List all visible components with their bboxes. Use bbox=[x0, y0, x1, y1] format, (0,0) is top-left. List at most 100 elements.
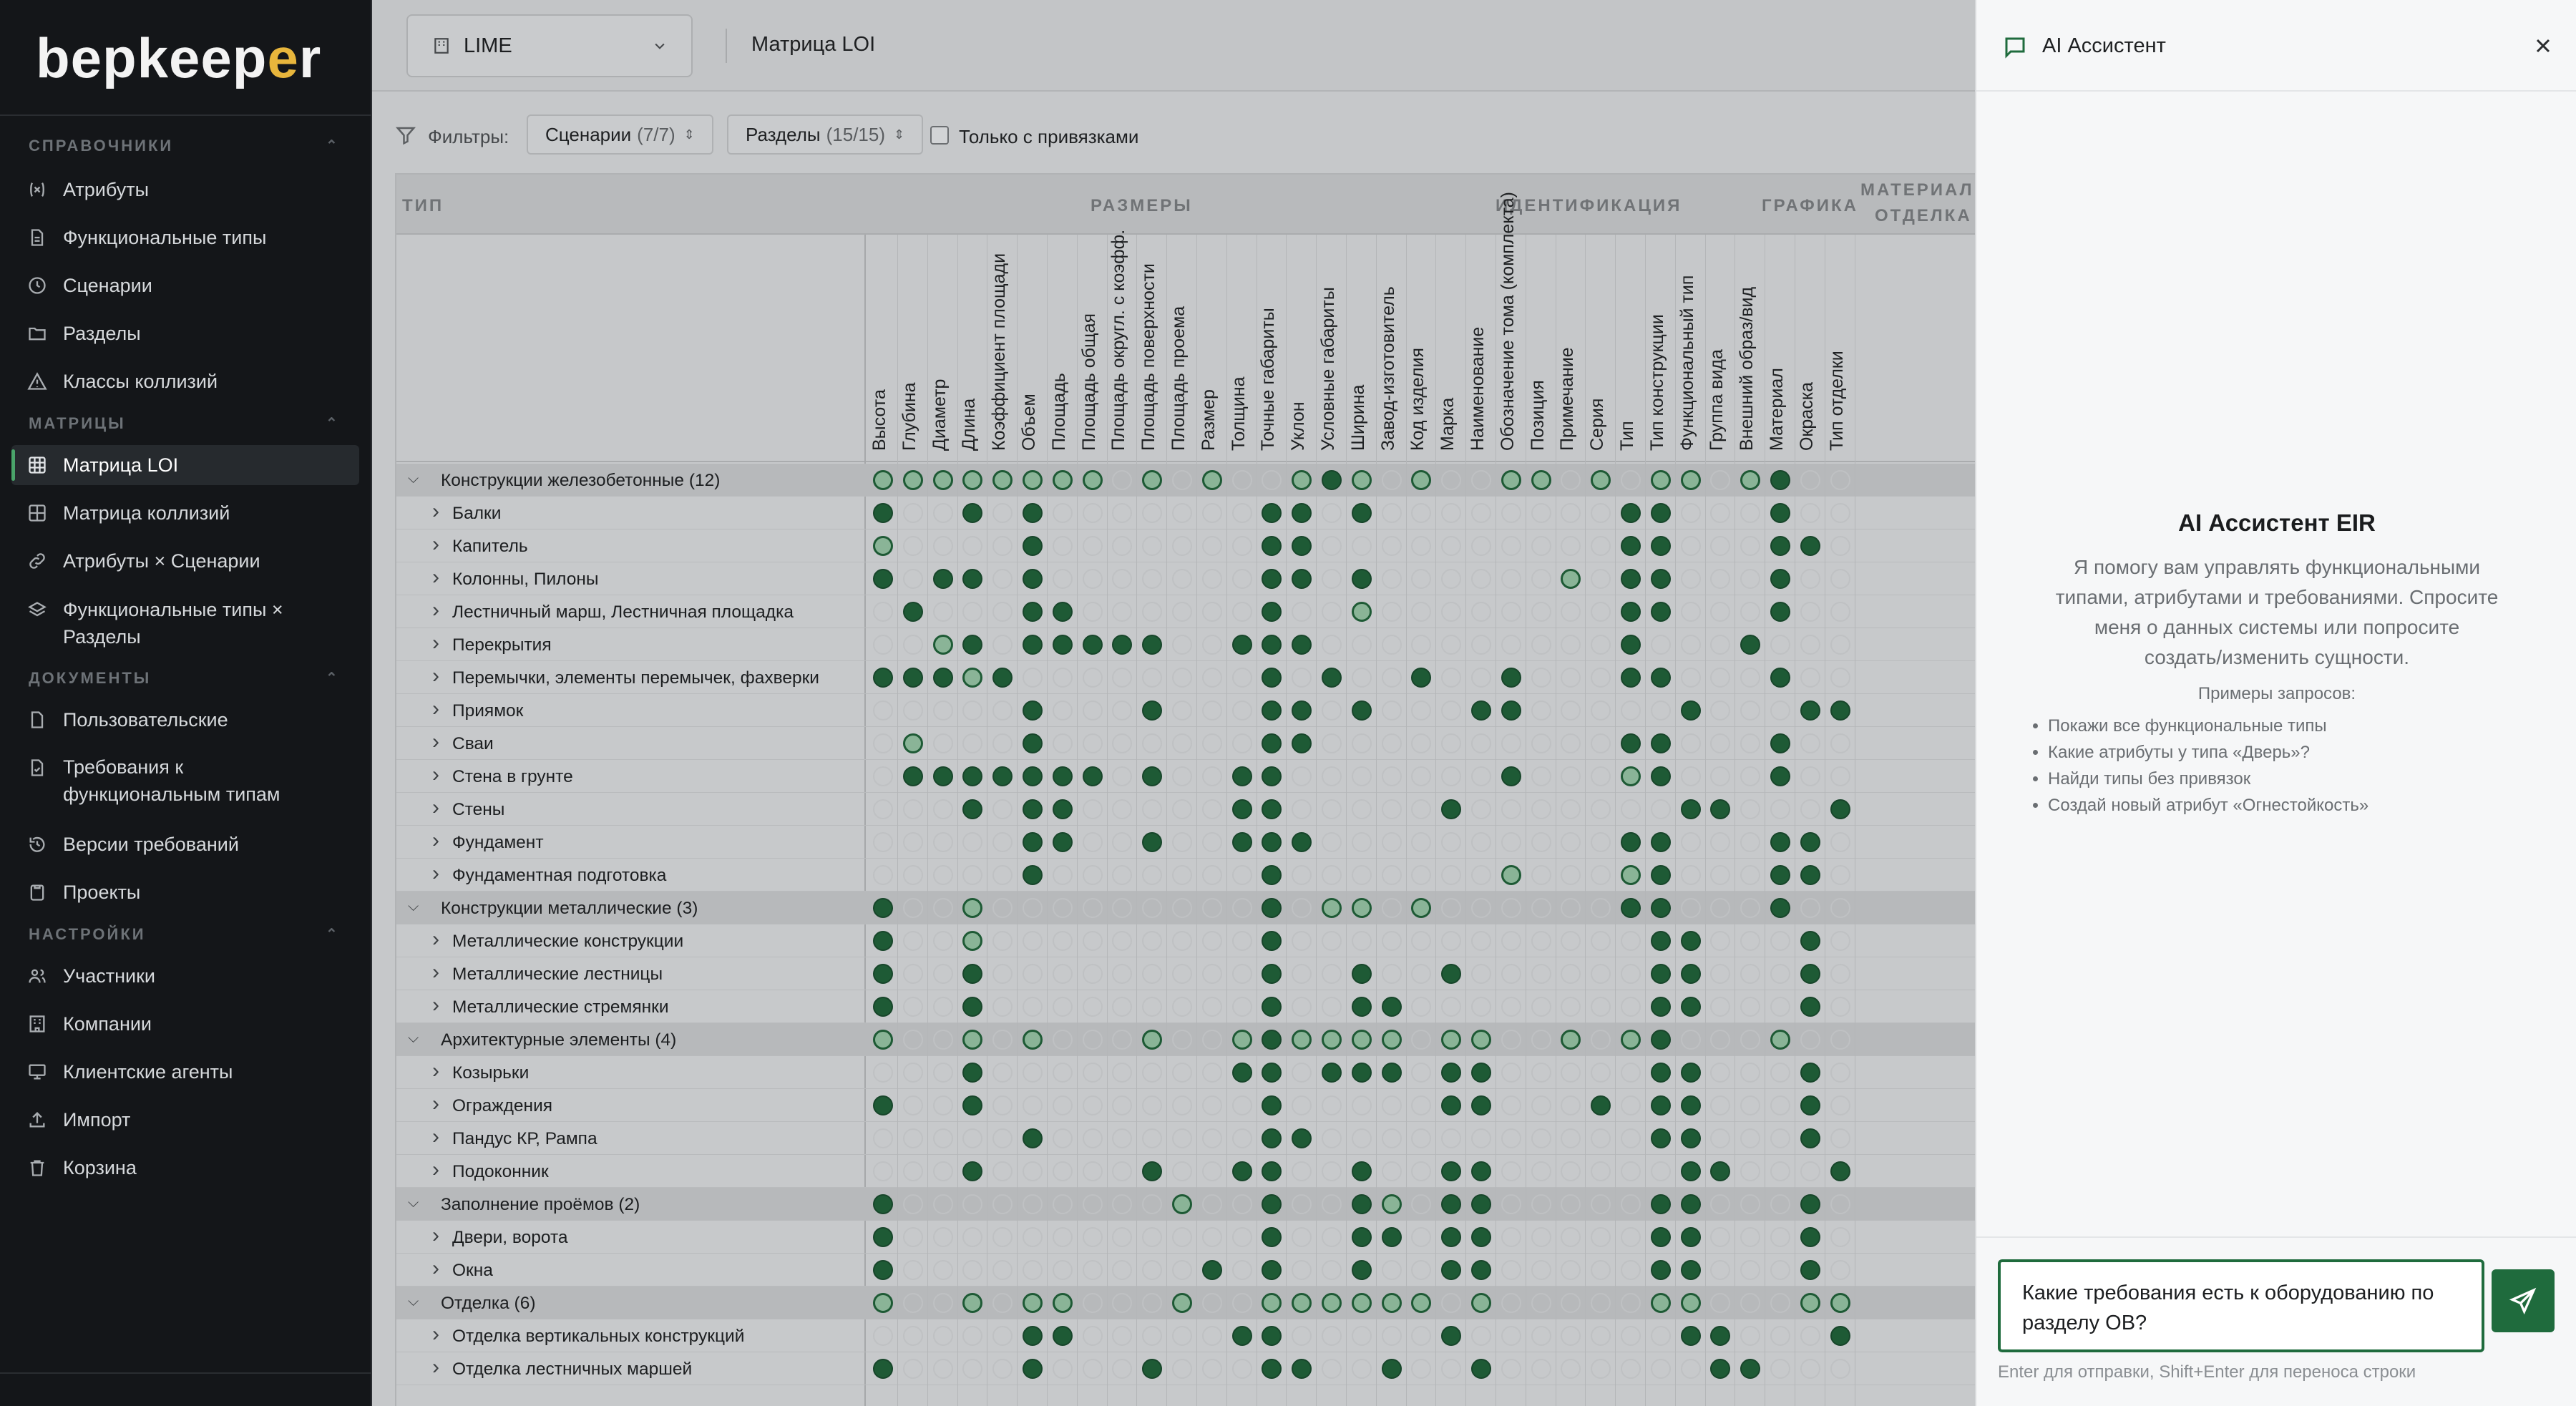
loi-cell[interactable] bbox=[1531, 1293, 1551, 1313]
loi-cell[interactable] bbox=[992, 1161, 1013, 1181]
loi-cell[interactable] bbox=[1053, 898, 1073, 918]
loi-cell[interactable] bbox=[1770, 931, 1790, 951]
loi-cell[interactable] bbox=[962, 898, 982, 918]
loi-cell[interactable] bbox=[1352, 1161, 1372, 1181]
loi-cell[interactable] bbox=[1322, 700, 1342, 721]
loi-cell[interactable] bbox=[1352, 832, 1372, 852]
loi-cell[interactable] bbox=[1710, 1326, 1730, 1346]
chevron-right-icon[interactable]: › bbox=[432, 1224, 439, 1247]
loi-cell[interactable] bbox=[1232, 1227, 1252, 1247]
loi-cell[interactable] bbox=[1112, 865, 1132, 885]
loi-cell[interactable] bbox=[1710, 1194, 1730, 1214]
loi-cell[interactable] bbox=[1262, 1260, 1282, 1280]
loi-cell[interactable] bbox=[1292, 964, 1312, 984]
loi-cell[interactable] bbox=[1800, 1359, 1820, 1379]
loi-cell[interactable] bbox=[1800, 997, 1820, 1017]
loi-cell[interactable] bbox=[1262, 668, 1282, 688]
loi-cell[interactable] bbox=[1561, 964, 1581, 984]
chevron-down-icon[interactable]: ⌵ bbox=[408, 1030, 419, 1046]
loi-cell[interactable] bbox=[1172, 700, 1192, 721]
loi-cell[interactable] bbox=[1740, 602, 1760, 622]
loi-cell[interactable] bbox=[1352, 1128, 1372, 1148]
loi-cell[interactable] bbox=[1710, 700, 1730, 721]
loi-cell[interactable] bbox=[1202, 1194, 1222, 1214]
loi-cell[interactable] bbox=[1411, 503, 1431, 523]
loi-cell[interactable] bbox=[1352, 997, 1372, 1017]
loi-cell[interactable] bbox=[1023, 569, 1043, 589]
loi-cell[interactable] bbox=[1172, 766, 1192, 786]
loi-cell[interactable] bbox=[1352, 1194, 1372, 1214]
section-reference[interactable]: СПРАВОЧНИКИ ⌃ bbox=[29, 137, 340, 155]
loi-cell[interactable] bbox=[962, 1128, 982, 1148]
chevron-up-icon[interactable]: ⌃ bbox=[326, 927, 340, 942]
loi-cell[interactable] bbox=[933, 931, 953, 951]
loi-cell[interactable] bbox=[1172, 898, 1192, 918]
loi-cell[interactable] bbox=[1591, 1161, 1611, 1181]
loi-cell[interactable] bbox=[1770, 1030, 1790, 1050]
loi-cell[interactable] bbox=[992, 1030, 1013, 1050]
close-icon[interactable] bbox=[2532, 34, 2555, 57]
loi-cell[interactable] bbox=[1352, 1227, 1372, 1247]
loi-cell[interactable] bbox=[1770, 1128, 1790, 1148]
loi-cell[interactable] bbox=[1112, 997, 1132, 1017]
loi-cell[interactable] bbox=[1352, 1030, 1372, 1050]
loi-cell[interactable] bbox=[962, 1063, 982, 1083]
sections-filter[interactable]: Разделы (15/15) ⇕ bbox=[727, 114, 924, 155]
loi-cell[interactable] bbox=[1621, 569, 1641, 589]
loi-cell[interactable] bbox=[1441, 931, 1461, 951]
loi-cell[interactable] bbox=[1441, 1030, 1461, 1050]
loi-cell[interactable] bbox=[1710, 799, 1730, 819]
chevron-down-icon[interactable]: ⌵ bbox=[408, 1195, 419, 1211]
loi-cell[interactable] bbox=[1591, 1293, 1611, 1313]
loi-cell[interactable] bbox=[1053, 799, 1073, 819]
loi-cell[interactable] bbox=[1441, 700, 1461, 721]
table-row[interactable]: › Сваи bbox=[396, 727, 1975, 760]
loi-cell[interactable] bbox=[1830, 766, 1850, 786]
loi-cell[interactable] bbox=[1471, 1161, 1491, 1181]
loi-cell[interactable] bbox=[1172, 799, 1192, 819]
loi-cell[interactable] bbox=[1112, 931, 1132, 951]
loi-cell[interactable] bbox=[1352, 865, 1372, 885]
loi-cell[interactable] bbox=[1471, 898, 1491, 918]
loi-cell[interactable] bbox=[1531, 700, 1551, 721]
loi-cell[interactable] bbox=[1591, 832, 1611, 852]
loi-cell[interactable] bbox=[992, 470, 1013, 490]
loi-cell[interactable] bbox=[1471, 1359, 1491, 1379]
loi-cell[interactable] bbox=[1352, 602, 1372, 622]
loi-cell[interactable] bbox=[992, 700, 1013, 721]
loi-cell[interactable] bbox=[1202, 865, 1222, 885]
loi-cell[interactable] bbox=[1710, 470, 1730, 490]
loi-cell[interactable] bbox=[1053, 1063, 1073, 1083]
loi-cell[interactable] bbox=[1411, 1128, 1431, 1148]
loi-cell[interactable] bbox=[1262, 1063, 1282, 1083]
sidebar-item-functional-types[interactable]: Функциональные типы bbox=[27, 218, 359, 258]
loi-cell[interactable] bbox=[1710, 865, 1730, 885]
loi-cell[interactable] bbox=[1262, 536, 1282, 556]
loi-cell[interactable] bbox=[1740, 503, 1760, 523]
loi-cell[interactable] bbox=[1531, 733, 1551, 753]
loi-cell[interactable] bbox=[933, 832, 953, 852]
loi-cell[interactable] bbox=[1800, 865, 1820, 885]
loi-cell[interactable] bbox=[1830, 1227, 1850, 1247]
scenarios-filter[interactable]: Сценарии (7/7) ⇕ bbox=[527, 114, 713, 155]
loi-cell[interactable] bbox=[1172, 503, 1192, 523]
loi-cell[interactable] bbox=[903, 865, 923, 885]
loi-cell[interactable] bbox=[1023, 766, 1043, 786]
loi-cell[interactable] bbox=[1112, 569, 1132, 589]
loi-cell[interactable] bbox=[1710, 569, 1730, 589]
section-documents[interactable]: ДОКУМЕНТЫ ⌃ bbox=[29, 669, 340, 687]
loi-cell[interactable] bbox=[1561, 865, 1581, 885]
sidebar-item-types-sections[interactable]: Функциональные типы × Разделы bbox=[27, 589, 359, 649]
loi-cell[interactable] bbox=[1531, 1063, 1551, 1083]
loi-cell[interactable] bbox=[1202, 733, 1222, 753]
loi-cell[interactable] bbox=[1681, 1260, 1701, 1280]
loi-cell[interactable] bbox=[962, 1030, 982, 1050]
loi-cell[interactable] bbox=[873, 1293, 893, 1313]
loi-cell[interactable] bbox=[1591, 1095, 1611, 1115]
loi-cell[interactable] bbox=[873, 865, 893, 885]
project-select[interactable]: LIME bbox=[406, 14, 693, 77]
loi-cell[interactable] bbox=[1292, 733, 1312, 753]
chevron-right-icon[interactable]: › bbox=[432, 565, 439, 589]
loi-cell[interactable] bbox=[933, 898, 953, 918]
loi-cell[interactable] bbox=[1142, 1194, 1162, 1214]
